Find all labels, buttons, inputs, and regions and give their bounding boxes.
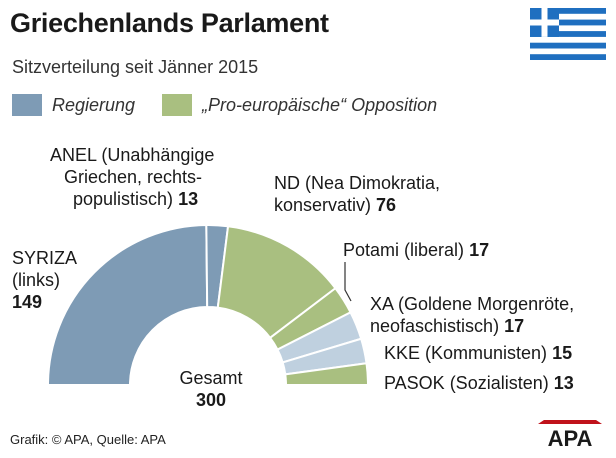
label-kke: KKE (Kommunisten) 15 [384, 342, 572, 364]
legend-swatch-regierung [12, 94, 42, 116]
label-total: Gesamt 300 [176, 367, 246, 411]
label-pasok-value: 13 [553, 373, 574, 393]
apa-logo-text: APA [548, 426, 593, 448]
label-anel: ANEL (Unabhängige Griechen, rechts- popu… [50, 144, 214, 210]
label-kke-value: 15 [552, 343, 573, 363]
footer-credit: Grafik: © APA, Quelle: APA [10, 432, 166, 447]
legend-swatch-opposition [162, 94, 192, 116]
label-kke-line1: KKE (Kommunisten) [384, 343, 548, 363]
label-total-value: 300 [195, 390, 227, 410]
label-xa-line2: neofaschistisch) [370, 316, 500, 336]
label-potami-value: 17 [469, 240, 490, 260]
label-nd-line2: konservativ) [274, 195, 372, 215]
label-nd-line1: ND (Nea Dimokratia, [274, 173, 441, 193]
label-syriza: SYRIZA (links) 149 [12, 247, 77, 313]
label-anel-line3: populistisch) [73, 189, 174, 209]
chart-title: Griechenlands Parlament [10, 8, 329, 38]
greece-flag-icon [530, 8, 606, 60]
label-nd-value: 76 [376, 195, 397, 215]
label-pasok: PASOK (Sozialisten) 13 [384, 372, 574, 394]
label-xa: XA (Goldene Morgenröte, neofaschistisch)… [370, 293, 574, 337]
label-nd: ND (Nea Dimokratia, konservativ) 76 [274, 172, 440, 216]
label-anel-line2: Griechen, rechts- [64, 167, 203, 187]
label-potami-line1: Potami (liberal) [343, 240, 465, 260]
chart-subtitle: Sitzverteilung seit Jänner 2015 [12, 57, 259, 77]
legend-label-regierung: Regierung [52, 95, 136, 115]
label-syriza-line2: (links) [12, 270, 60, 290]
slice-syriza [46, 223, 209, 386]
label-anel-value: 13 [178, 189, 199, 209]
label-xa-value: 17 [504, 316, 525, 336]
label-syriza-value: 149 [12, 292, 43, 312]
potami-leader-line [344, 262, 352, 302]
label-total-text: Gesamt [179, 368, 243, 388]
label-anel-line1: ANEL (Unabhängige [50, 145, 215, 165]
label-xa-line1: XA (Goldene Morgenröte, [370, 294, 575, 314]
apa-logo-icon: APA [538, 420, 602, 448]
legend-label-opposition: „Pro-europäische“ Opposition [202, 95, 438, 115]
label-potami: Potami (liberal) 17 [343, 239, 489, 261]
label-syriza-line1: SYRIZA [12, 248, 78, 268]
label-pasok-line1: PASOK (Sozialisten) [384, 373, 549, 393]
slice-pasok [284, 362, 370, 386]
